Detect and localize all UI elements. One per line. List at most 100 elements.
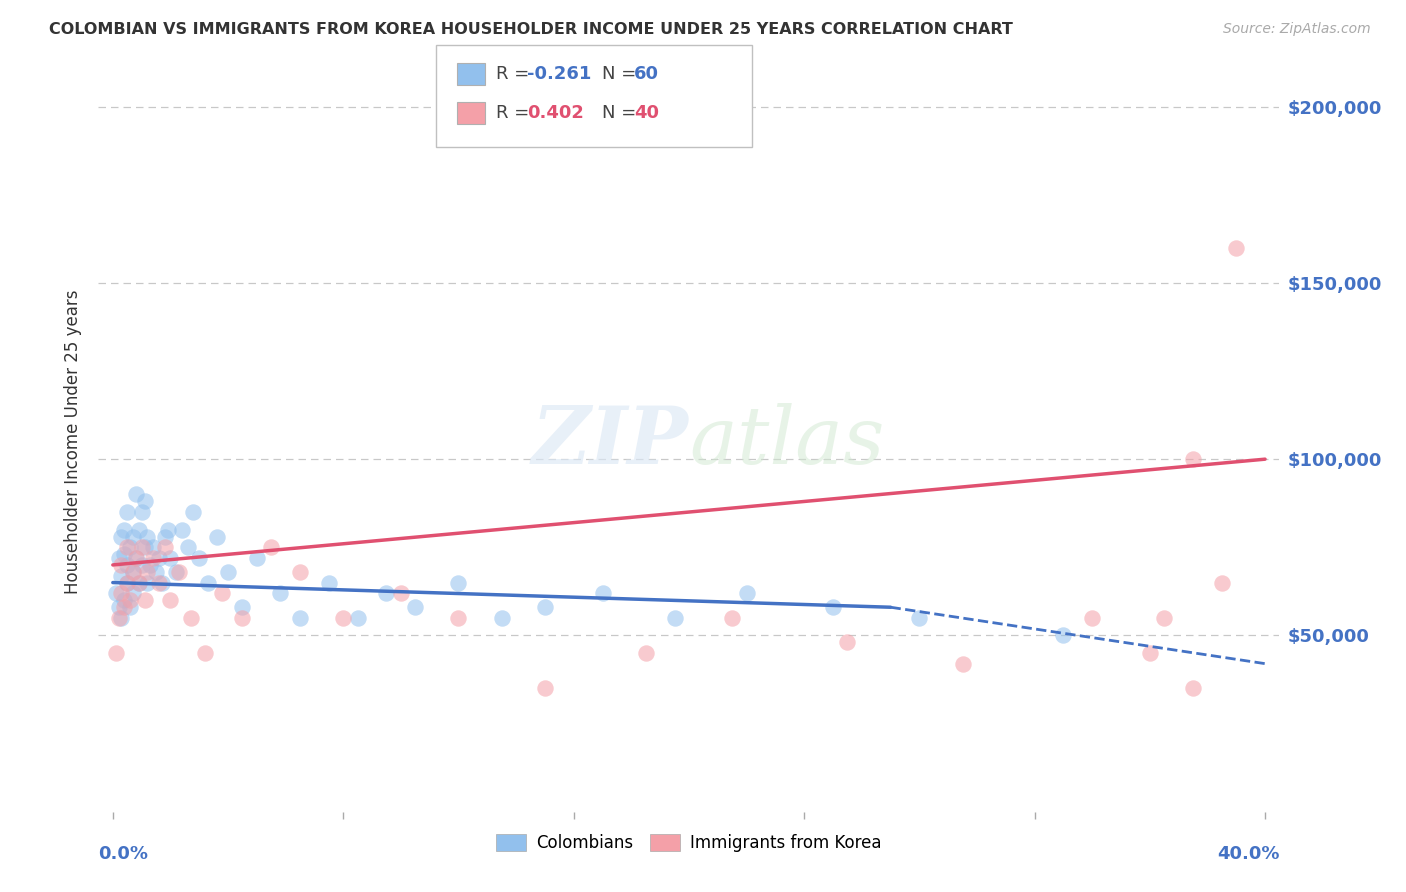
Point bbox=[110, 568, 132, 582]
Point bbox=[404, 600, 426, 615]
Point bbox=[246, 550, 269, 565]
Point bbox=[104, 646, 127, 660]
Point bbox=[131, 505, 153, 519]
Point bbox=[721, 611, 744, 625]
Text: N =: N = bbox=[602, 65, 641, 83]
Point bbox=[115, 505, 138, 519]
Point bbox=[491, 611, 513, 625]
Point bbox=[664, 611, 686, 625]
Point bbox=[112, 523, 135, 537]
Point bbox=[205, 530, 228, 544]
Point bbox=[217, 565, 239, 579]
Point bbox=[150, 575, 173, 590]
Point bbox=[139, 558, 162, 572]
Point bbox=[534, 681, 557, 696]
Point bbox=[148, 550, 170, 565]
Point bbox=[142, 550, 165, 565]
Point bbox=[1052, 628, 1074, 642]
Point bbox=[318, 575, 340, 590]
Point bbox=[908, 611, 931, 625]
Point bbox=[269, 586, 291, 600]
Point bbox=[128, 523, 150, 537]
Point bbox=[170, 523, 193, 537]
Point bbox=[115, 575, 138, 590]
Point bbox=[112, 600, 135, 615]
Point bbox=[115, 541, 138, 555]
Point bbox=[136, 575, 159, 590]
Text: R =: R = bbox=[496, 65, 536, 83]
Point bbox=[375, 586, 398, 600]
Point bbox=[447, 611, 470, 625]
Point bbox=[115, 558, 138, 572]
Point bbox=[110, 611, 132, 625]
Point bbox=[197, 575, 219, 590]
Point bbox=[592, 586, 614, 600]
Point bbox=[107, 600, 129, 615]
Point bbox=[104, 586, 127, 600]
Point bbox=[112, 547, 135, 561]
Point bbox=[115, 575, 138, 590]
Point bbox=[120, 600, 142, 615]
Point bbox=[288, 611, 311, 625]
Text: 40.0%: 40.0% bbox=[1218, 845, 1279, 863]
Point bbox=[211, 586, 233, 600]
Text: R =: R = bbox=[496, 104, 536, 122]
Point bbox=[148, 575, 170, 590]
Point bbox=[145, 565, 167, 579]
Point bbox=[156, 523, 179, 537]
Point bbox=[1211, 575, 1233, 590]
Point bbox=[447, 575, 470, 590]
Text: N =: N = bbox=[602, 104, 641, 122]
Point bbox=[634, 646, 657, 660]
Point bbox=[1225, 241, 1247, 255]
Text: Source: ZipAtlas.com: Source: ZipAtlas.com bbox=[1223, 22, 1371, 37]
Point bbox=[128, 575, 150, 590]
Point bbox=[122, 565, 145, 579]
Text: 60: 60 bbox=[634, 65, 659, 83]
Point bbox=[125, 550, 148, 565]
Point bbox=[159, 550, 181, 565]
Point bbox=[136, 565, 159, 579]
Point bbox=[389, 586, 412, 600]
Point bbox=[110, 558, 132, 572]
Point bbox=[1182, 681, 1205, 696]
Point bbox=[153, 530, 176, 544]
Point bbox=[131, 541, 153, 555]
Point bbox=[188, 550, 211, 565]
Point bbox=[107, 550, 129, 565]
Point bbox=[1139, 646, 1161, 660]
Point bbox=[112, 593, 135, 607]
Point bbox=[122, 586, 145, 600]
Text: 0.402: 0.402 bbox=[527, 104, 583, 122]
Point bbox=[110, 530, 132, 544]
Point bbox=[231, 600, 253, 615]
Point bbox=[346, 611, 368, 625]
Text: COLOMBIAN VS IMMIGRANTS FROM KOREA HOUSEHOLDER INCOME UNDER 25 YEARS CORRELATION: COLOMBIAN VS IMMIGRANTS FROM KOREA HOUSE… bbox=[49, 22, 1014, 37]
Text: ZIP: ZIP bbox=[531, 403, 689, 480]
Point bbox=[1182, 452, 1205, 467]
Text: 40: 40 bbox=[634, 104, 659, 122]
Point bbox=[177, 541, 200, 555]
Point bbox=[735, 586, 758, 600]
Point bbox=[131, 558, 153, 572]
Point bbox=[134, 593, 156, 607]
Point bbox=[231, 611, 253, 625]
Point bbox=[332, 611, 354, 625]
Point bbox=[1153, 611, 1175, 625]
Point bbox=[110, 586, 132, 600]
Text: 0.0%: 0.0% bbox=[98, 845, 149, 863]
Point bbox=[159, 593, 181, 607]
Legend: Colombians, Immigrants from Korea: Colombians, Immigrants from Korea bbox=[489, 828, 889, 859]
Point bbox=[183, 505, 205, 519]
Point bbox=[167, 565, 190, 579]
Point bbox=[153, 541, 176, 555]
Point bbox=[128, 575, 150, 590]
Text: atlas: atlas bbox=[689, 403, 884, 480]
Point bbox=[288, 565, 311, 579]
Point bbox=[134, 494, 156, 508]
Point bbox=[125, 550, 148, 565]
Point bbox=[142, 541, 165, 555]
Text: -0.261: -0.261 bbox=[527, 65, 592, 83]
Point bbox=[125, 487, 148, 501]
Point bbox=[120, 593, 142, 607]
